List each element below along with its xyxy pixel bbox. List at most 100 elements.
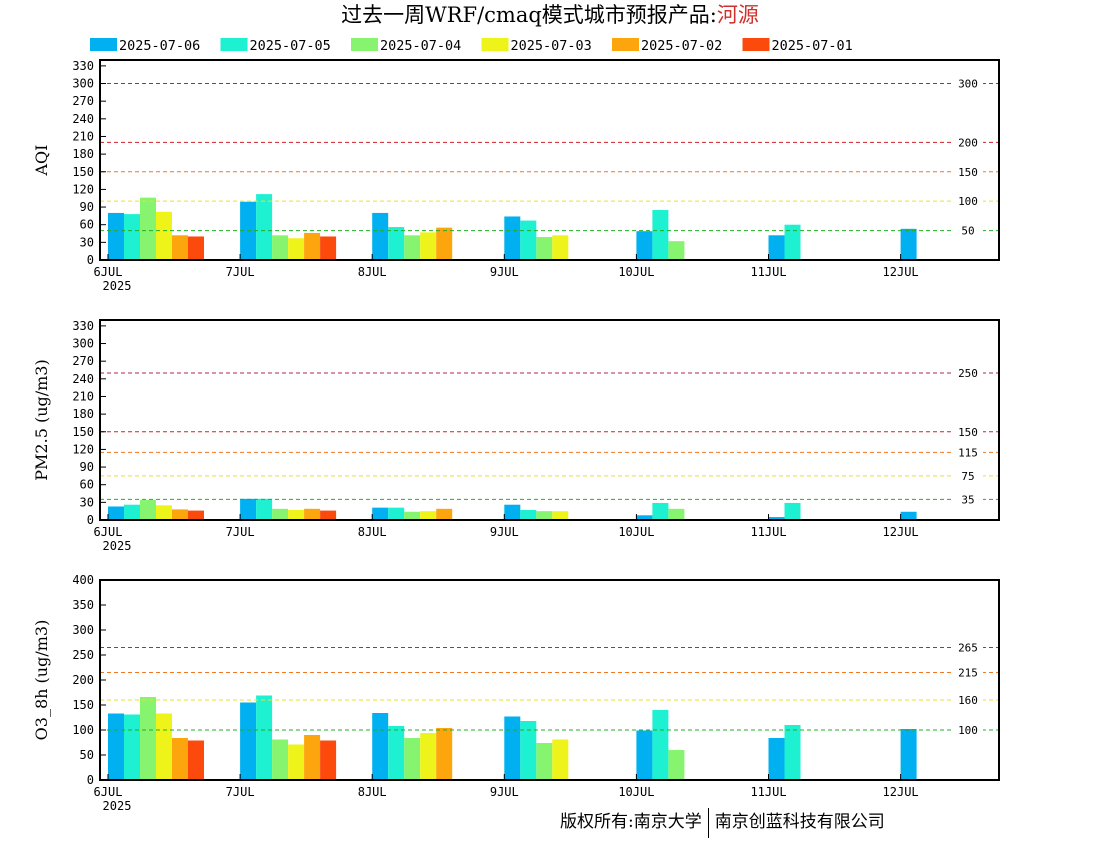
bar [668, 750, 685, 780]
bar [436, 227, 453, 260]
bar [388, 726, 405, 780]
bar [156, 713, 172, 780]
x-tick-label: 11JUL [750, 265, 786, 279]
x-year-label: 2025 [103, 279, 132, 293]
y-tick-label: 120 [72, 442, 94, 456]
y-tick-label: 200 [72, 673, 94, 687]
y-tick-label: 0 [87, 513, 94, 527]
bar [388, 507, 405, 520]
bar [256, 695, 273, 780]
bar [768, 517, 785, 520]
threshold-label-bg [953, 446, 983, 459]
title-prefix: 过去一周WRF/cmaq模式城市预报产品: [341, 3, 717, 27]
legend-swatch [351, 38, 378, 51]
copyright-footer: 版权所有:南京大学 南京创蓝科技有限公司 [560, 806, 885, 838]
threshold-label-bg [953, 493, 983, 506]
x-tick-label: 7JUL [226, 785, 255, 799]
bar [288, 510, 305, 520]
bar [768, 738, 785, 780]
copyright-right: 南京创蓝科技有限公司 [714, 812, 885, 832]
bar [256, 498, 273, 520]
threshold-label: 35 [961, 493, 974, 506]
bar [520, 721, 537, 780]
x-year-label: 2025 [103, 539, 132, 553]
x-tick-label: 12JUL [883, 525, 919, 539]
y-tick-label: 30 [80, 235, 94, 249]
bar [124, 714, 140, 780]
x-tick-label: 7JUL [226, 525, 255, 539]
title-city: 河源 [716, 3, 759, 27]
threshold-label: 100 [958, 195, 978, 208]
y-tick-label: 400 [72, 573, 94, 587]
bar [320, 236, 337, 260]
legend-label: 2025-07-06 [119, 38, 200, 54]
y-tick-label: 300 [72, 337, 94, 351]
legend-label: 2025-07-02 [641, 38, 722, 54]
x-tick-label: 8JUL [358, 265, 387, 279]
threshold-label-bg [953, 224, 983, 237]
bar [320, 740, 337, 780]
y-tick-label: 90 [80, 460, 94, 474]
threshold-label-bg [953, 666, 983, 679]
threshold-label-bg [953, 195, 983, 208]
y-tick-label: 180 [72, 407, 94, 421]
bar [172, 738, 188, 780]
bar [304, 735, 321, 780]
threshold-label: 115 [958, 446, 978, 459]
y-tick-label: 60 [80, 478, 94, 492]
legend-swatch [220, 38, 248, 51]
panel-2: 250 150 115 75 35 0 30 60 90 120 150 180 210 240 270 30… [32, 319, 1000, 553]
y-axis-label: AQI [32, 145, 51, 177]
legend-swatch [742, 38, 770, 51]
x-tick-label: 9JUL [490, 525, 519, 539]
bar [108, 506, 124, 520]
threshold-label-bg [953, 77, 983, 90]
bar [652, 502, 669, 520]
legend-label: 2025-07-01 [772, 38, 853, 54]
threshold-label: 215 [958, 667, 978, 680]
y-tick-label: 0 [87, 253, 94, 267]
threshold-label: 50 [961, 225, 974, 238]
bar [320, 510, 337, 520]
bar [140, 197, 156, 260]
bar [420, 232, 437, 260]
threshold-label: 160 [958, 694, 978, 707]
y-tick-label: 300 [72, 77, 94, 91]
y-tick-label: 120 [72, 182, 94, 196]
bar [272, 235, 289, 260]
bar [172, 509, 188, 520]
threshold-label-bg [953, 724, 983, 736]
bar [652, 210, 669, 260]
threshold-label: 200 [958, 136, 978, 149]
y-tick-label: 50 [80, 748, 94, 762]
threshold-label: 75 [961, 470, 974, 483]
x-tick-label: 9JUL [490, 785, 519, 799]
y-tick-label: 270 [72, 354, 94, 368]
bar [436, 508, 453, 520]
bar [504, 716, 521, 780]
threshold-label: 100 [958, 724, 978, 737]
threshold-label-bg [953, 641, 983, 654]
bar [552, 235, 569, 260]
bar [636, 515, 653, 520]
bar [240, 702, 257, 780]
bar [668, 241, 685, 260]
threshold-label-bg [953, 425, 983, 438]
bar [404, 235, 421, 260]
bar [536, 743, 553, 780]
bar [520, 510, 537, 520]
x-tick-label: 10JUL [618, 525, 654, 539]
y-tick-label: 350 [72, 598, 94, 612]
y-tick-label: 90 [80, 200, 94, 214]
bar [156, 505, 172, 520]
bar [552, 511, 569, 520]
bar [520, 220, 537, 260]
legend-swatch [612, 38, 639, 51]
y-axis-label: O3_8h (ug/m3) [32, 620, 51, 741]
bar [900, 228, 917, 260]
copyright-left: 版权所有:南京大学 [560, 812, 702, 832]
legend-label: 2025-07-04 [380, 38, 461, 54]
threshold-label: 150 [958, 166, 978, 179]
x-tick-label: 12JUL [883, 265, 919, 279]
legend-label: 2025-07-05 [250, 38, 331, 54]
